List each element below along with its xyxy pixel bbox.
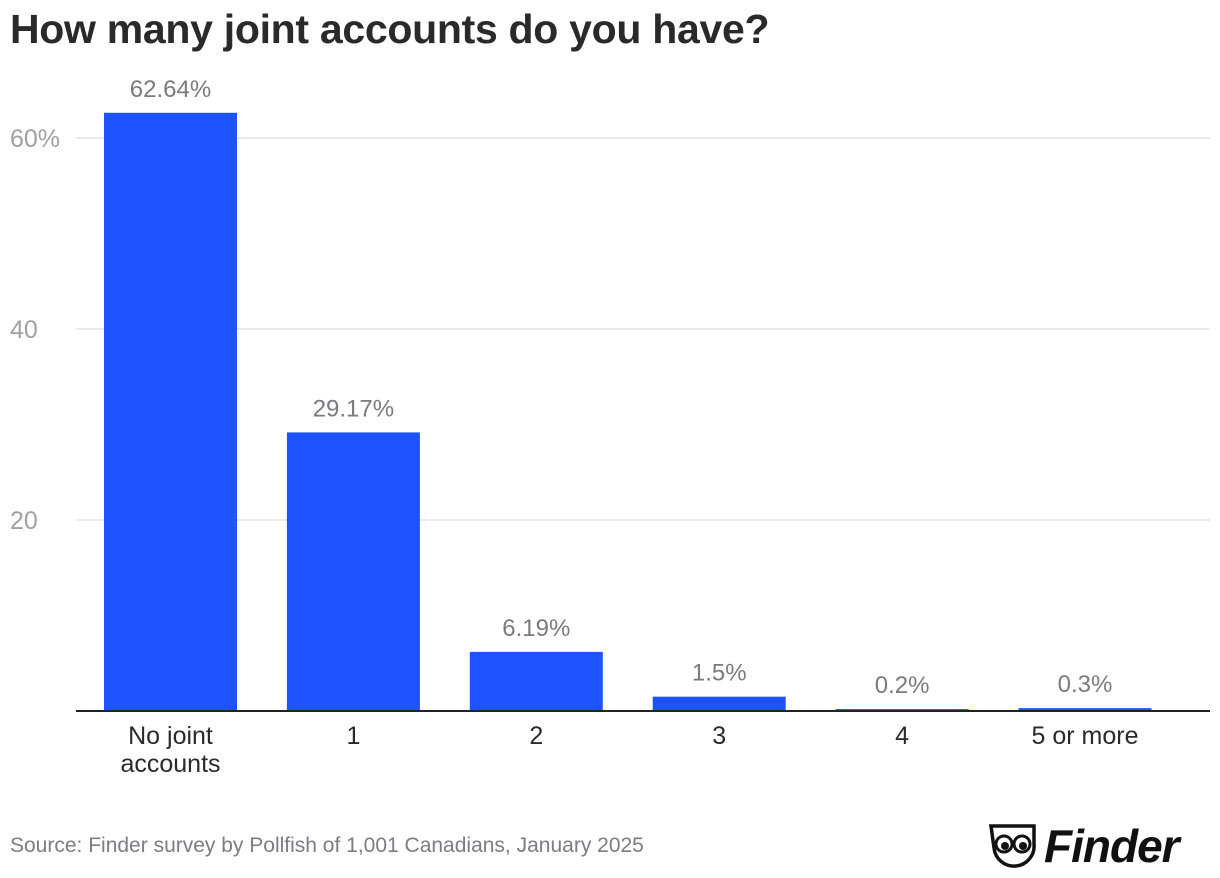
data-label: 6.19% <box>502 615 570 642</box>
x-tick-label: accounts <box>120 750 220 778</box>
data-label: 62.64% <box>130 76 211 103</box>
data-label: 29.17% <box>313 395 394 422</box>
finder-eyes-icon <box>988 824 1036 868</box>
data-label: 0.3% <box>1058 671 1113 698</box>
x-tick-label: 4 <box>895 722 909 750</box>
data-label: 1.5% <box>692 660 747 687</box>
x-tick-label: 1 <box>346 722 360 750</box>
finder-logo: Finder <box>988 820 1183 870</box>
bar <box>469 651 603 711</box>
bar <box>652 696 786 711</box>
x-tick-label: No joint <box>128 722 213 750</box>
y-tick-label: 40 <box>10 316 38 344</box>
chart-title: How many joint accounts do you have? <box>10 6 770 52</box>
data-label: 0.2% <box>875 672 930 699</box>
x-tick-label: 3 <box>712 722 726 750</box>
source-note: Source: Finder survey by Pollfish of 1,0… <box>10 834 644 857</box>
bar <box>286 432 420 711</box>
y-tick-label: 60% <box>10 125 60 153</box>
x-tick-label: 2 <box>529 722 543 750</box>
bar <box>104 112 237 711</box>
x-tick-label: 5 or more <box>1032 722 1139 750</box>
bar <box>1018 708 1152 711</box>
finder-wordmark: Finder <box>1044 820 1182 870</box>
y-tick-label: 20 <box>10 507 38 535</box>
